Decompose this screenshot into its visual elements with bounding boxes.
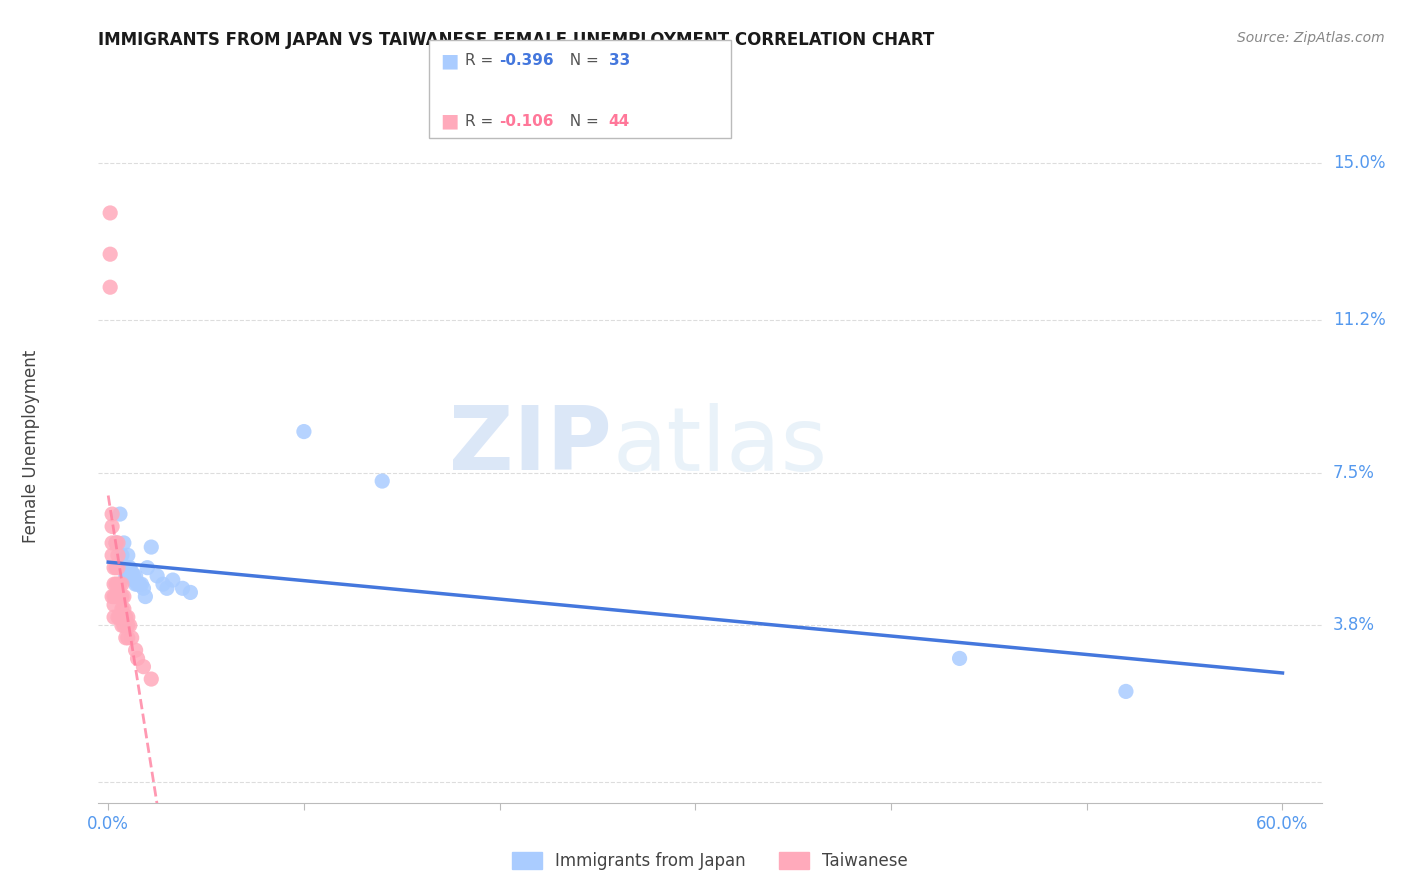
Point (112, 536, 135, 550)
Point (98, 247, 121, 261)
Point (105, 536, 128, 550)
Text: ZIP: ZIP (450, 402, 612, 490)
Point (101, 549, 124, 563)
Point (111, 577, 134, 591)
Point (108, 610, 131, 624)
Point (127, 651, 149, 665)
Text: -0.106: -0.106 (499, 114, 554, 128)
Point (117, 569, 139, 583)
Point (117, 618, 139, 632)
Point (108, 590, 131, 604)
Text: atlas: atlas (612, 402, 827, 490)
Text: R =: R = (465, 54, 499, 68)
Point (108, 507, 131, 521)
Point (114, 610, 136, 624)
Point (118, 618, 141, 632)
Point (103, 598, 125, 612)
Point (141, 672, 163, 686)
Point (131, 577, 153, 591)
Point (114, 569, 136, 583)
Point (127, 577, 149, 591)
Point (101, 507, 124, 521)
Text: 44: 44 (609, 114, 630, 128)
Text: ■: ■ (440, 112, 458, 131)
Point (101, 519, 124, 533)
Point (117, 610, 139, 624)
Point (105, 577, 128, 591)
Point (111, 602, 134, 616)
Point (105, 560, 128, 574)
Legend: Immigrants from Japan, Taiwanese: Immigrants from Japan, Taiwanese (505, 845, 915, 877)
Point (156, 582, 179, 596)
Point (124, 569, 146, 583)
Point (103, 610, 125, 624)
Point (132, 659, 155, 673)
Point (117, 549, 139, 563)
Point (111, 590, 134, 604)
Point (121, 631, 143, 645)
Point (128, 577, 150, 591)
Point (98, 206, 121, 220)
Text: N =: N = (560, 114, 603, 128)
Point (101, 590, 124, 604)
Point (108, 577, 131, 591)
Point (98, 280, 121, 294)
Point (107, 590, 129, 604)
Point (107, 577, 129, 591)
Point (132, 582, 155, 596)
Text: Source: ZipAtlas.com: Source: ZipAtlas.com (1237, 31, 1385, 45)
Point (112, 618, 135, 632)
Text: 7.5%: 7.5% (1333, 464, 1375, 482)
Point (124, 643, 146, 657)
Point (122, 569, 145, 583)
Point (111, 549, 134, 563)
Point (124, 577, 146, 591)
Point (107, 536, 129, 550)
Point (105, 590, 128, 604)
Text: -0.396: -0.396 (499, 54, 554, 68)
Text: 15.0%: 15.0% (1333, 154, 1385, 172)
Point (107, 549, 129, 563)
Point (103, 577, 125, 591)
Point (103, 560, 125, 574)
Point (105, 536, 128, 550)
Point (118, 569, 141, 583)
Text: 3.8%: 3.8% (1333, 616, 1375, 634)
Point (134, 590, 156, 604)
Text: Female Unemployment: Female Unemployment (22, 350, 41, 542)
Point (118, 560, 141, 574)
Point (122, 573, 145, 587)
Point (117, 631, 139, 645)
Point (948, 651, 970, 665)
Point (179, 585, 201, 599)
Point (136, 560, 159, 574)
Point (107, 610, 129, 624)
Point (292, 425, 315, 439)
Text: IMMIGRANTS FROM JAPAN VS TAIWANESE FEMALE UNEMPLOYMENT CORRELATION CHART: IMMIGRANTS FROM JAPAN VS TAIWANESE FEMAL… (98, 31, 935, 49)
Text: N =: N = (560, 54, 603, 68)
Point (107, 560, 129, 574)
Point (111, 618, 134, 632)
Text: ■: ■ (440, 51, 458, 70)
Point (162, 573, 184, 587)
Point (152, 577, 174, 591)
Text: 11.2%: 11.2% (1333, 311, 1385, 329)
Point (112, 590, 135, 604)
Point (101, 536, 124, 550)
Point (371, 474, 394, 488)
Point (1115, 684, 1137, 698)
Point (121, 569, 143, 583)
Point (112, 602, 135, 616)
Text: R =: R = (465, 114, 499, 128)
Text: 33: 33 (609, 54, 630, 68)
Point (141, 540, 163, 554)
Point (146, 569, 169, 583)
Point (114, 631, 136, 645)
Point (114, 560, 136, 574)
Point (121, 565, 143, 579)
Point (103, 590, 125, 604)
Point (172, 582, 194, 596)
